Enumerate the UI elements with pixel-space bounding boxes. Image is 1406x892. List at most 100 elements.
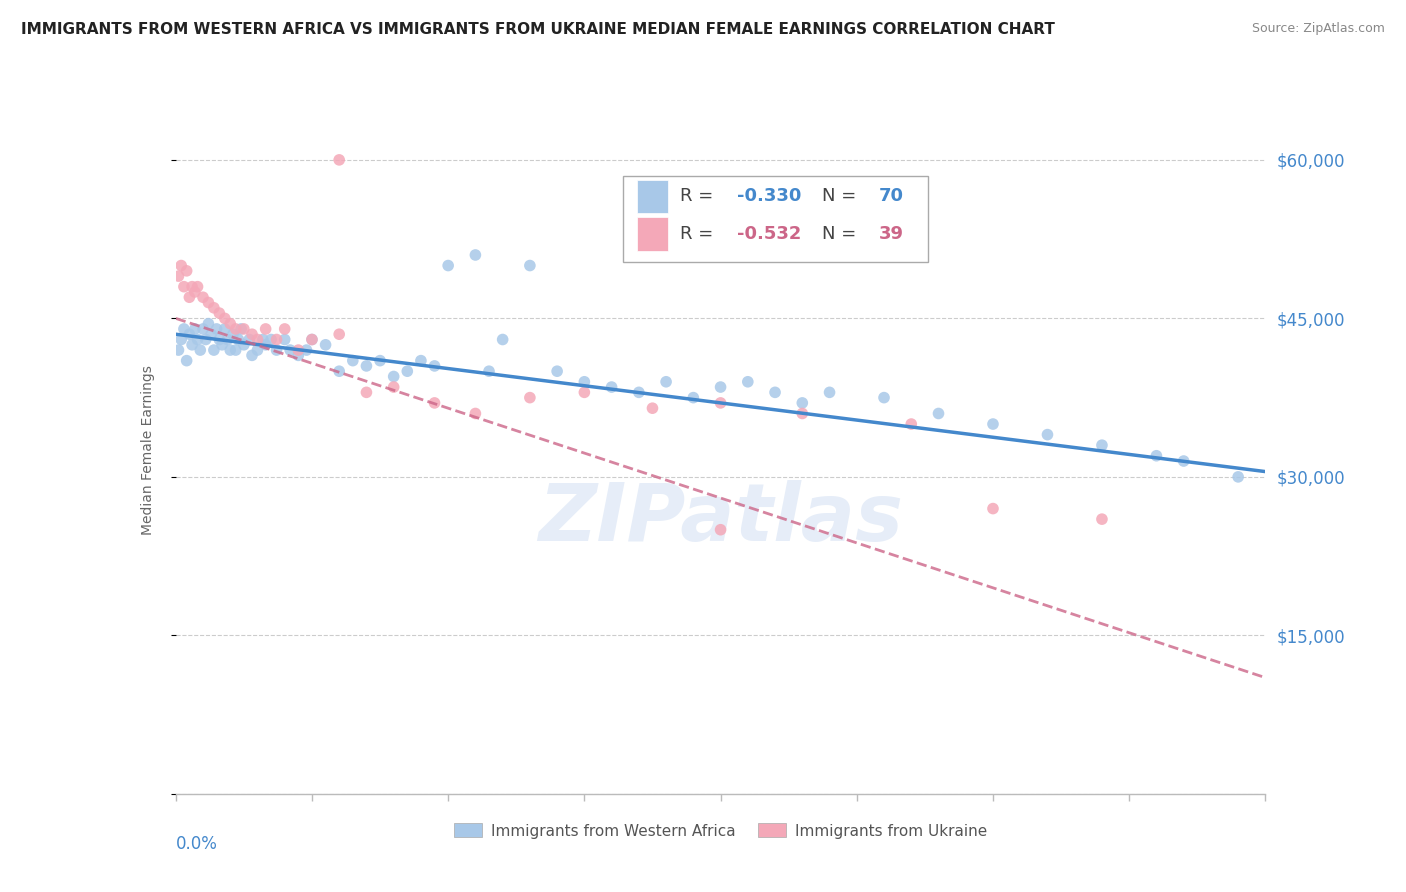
Point <box>186 279 209 293</box>
Point <box>382 380 405 394</box>
Point <box>627 385 650 400</box>
Point <box>225 322 247 336</box>
Point <box>396 364 419 378</box>
Point <box>301 333 323 347</box>
Point <box>191 290 214 304</box>
Point <box>238 333 260 347</box>
Point <box>266 333 288 347</box>
Point <box>356 359 378 373</box>
Point <box>232 322 254 336</box>
Point <box>295 343 318 357</box>
Point <box>167 269 190 284</box>
Text: -0.330: -0.330 <box>737 187 801 205</box>
Text: IMMIGRANTS FROM WESTERN AFRICA VS IMMIGRANTS FROM UKRAINE MEDIAN FEMALE EARNINGS: IMMIGRANTS FROM WESTERN AFRICA VS IMMIGR… <box>21 22 1054 37</box>
Point <box>214 311 236 326</box>
Point <box>208 306 231 320</box>
Text: -0.532: -0.532 <box>737 225 801 244</box>
Y-axis label: Median Female Earnings: Median Female Earnings <box>141 366 155 535</box>
Point <box>981 417 1004 431</box>
Text: R =: R = <box>681 225 720 244</box>
Point <box>246 343 269 357</box>
Point <box>170 259 193 273</box>
Point <box>328 153 350 167</box>
Point <box>301 333 323 347</box>
Text: R =: R = <box>681 187 720 205</box>
Point <box>170 333 193 347</box>
Point <box>315 338 337 352</box>
Point <box>181 338 204 352</box>
Point <box>211 338 233 352</box>
Point <box>437 259 460 273</box>
Point <box>191 322 214 336</box>
Point <box>464 248 486 262</box>
Point <box>342 353 364 368</box>
Point <box>710 396 733 410</box>
Point <box>173 322 195 336</box>
Point <box>519 259 541 273</box>
Point <box>873 391 896 405</box>
Point <box>368 353 391 368</box>
Point <box>228 333 250 347</box>
Point <box>574 385 596 400</box>
Point <box>184 322 207 336</box>
Point <box>260 333 283 347</box>
Point <box>197 295 219 310</box>
Point <box>928 407 950 421</box>
Point <box>546 364 568 378</box>
Point <box>202 301 225 315</box>
Text: 70: 70 <box>879 187 904 205</box>
Point <box>219 317 242 331</box>
Point <box>287 348 309 362</box>
FancyBboxPatch shape <box>637 179 668 213</box>
Point <box>423 396 446 410</box>
Point <box>1227 470 1250 484</box>
Text: ZIPatlas: ZIPatlas <box>538 480 903 558</box>
Point <box>197 317 219 331</box>
Point <box>225 343 247 357</box>
Point <box>246 333 269 347</box>
Point <box>641 401 664 416</box>
Point <box>900 417 922 431</box>
Point <box>792 396 814 410</box>
Point <box>574 375 596 389</box>
Point <box>409 353 432 368</box>
Text: N =: N = <box>823 225 862 244</box>
Text: 39: 39 <box>879 225 904 244</box>
Point <box>356 385 378 400</box>
Point <box>710 523 733 537</box>
Point <box>252 333 274 347</box>
Point <box>328 327 350 342</box>
Point <box>274 322 297 336</box>
Point <box>1091 438 1114 452</box>
Point <box>240 348 263 362</box>
FancyBboxPatch shape <box>623 176 928 261</box>
Point <box>278 343 301 357</box>
Point <box>763 385 786 400</box>
Point <box>184 285 207 299</box>
Legend: Immigrants from Western Africa, Immigrants from Ukraine: Immigrants from Western Africa, Immigran… <box>449 817 993 845</box>
Point <box>655 375 678 389</box>
Text: Source: ZipAtlas.com: Source: ZipAtlas.com <box>1251 22 1385 36</box>
Point <box>254 338 277 352</box>
Point <box>1144 449 1167 463</box>
Point <box>179 327 201 342</box>
Point <box>167 343 190 357</box>
Point <box>382 369 405 384</box>
Point <box>232 338 254 352</box>
Point <box>181 279 204 293</box>
Point <box>600 380 623 394</box>
Point <box>231 322 253 336</box>
Point <box>1091 512 1114 526</box>
Text: N =: N = <box>823 187 862 205</box>
Point <box>981 501 1004 516</box>
Point <box>202 343 225 357</box>
Point <box>214 322 236 336</box>
Point <box>287 343 309 357</box>
Point <box>254 322 277 336</box>
Point <box>208 333 231 347</box>
Point <box>423 359 446 373</box>
Point <box>792 407 814 421</box>
FancyBboxPatch shape <box>637 218 668 251</box>
Point <box>274 333 297 347</box>
Point <box>818 385 841 400</box>
